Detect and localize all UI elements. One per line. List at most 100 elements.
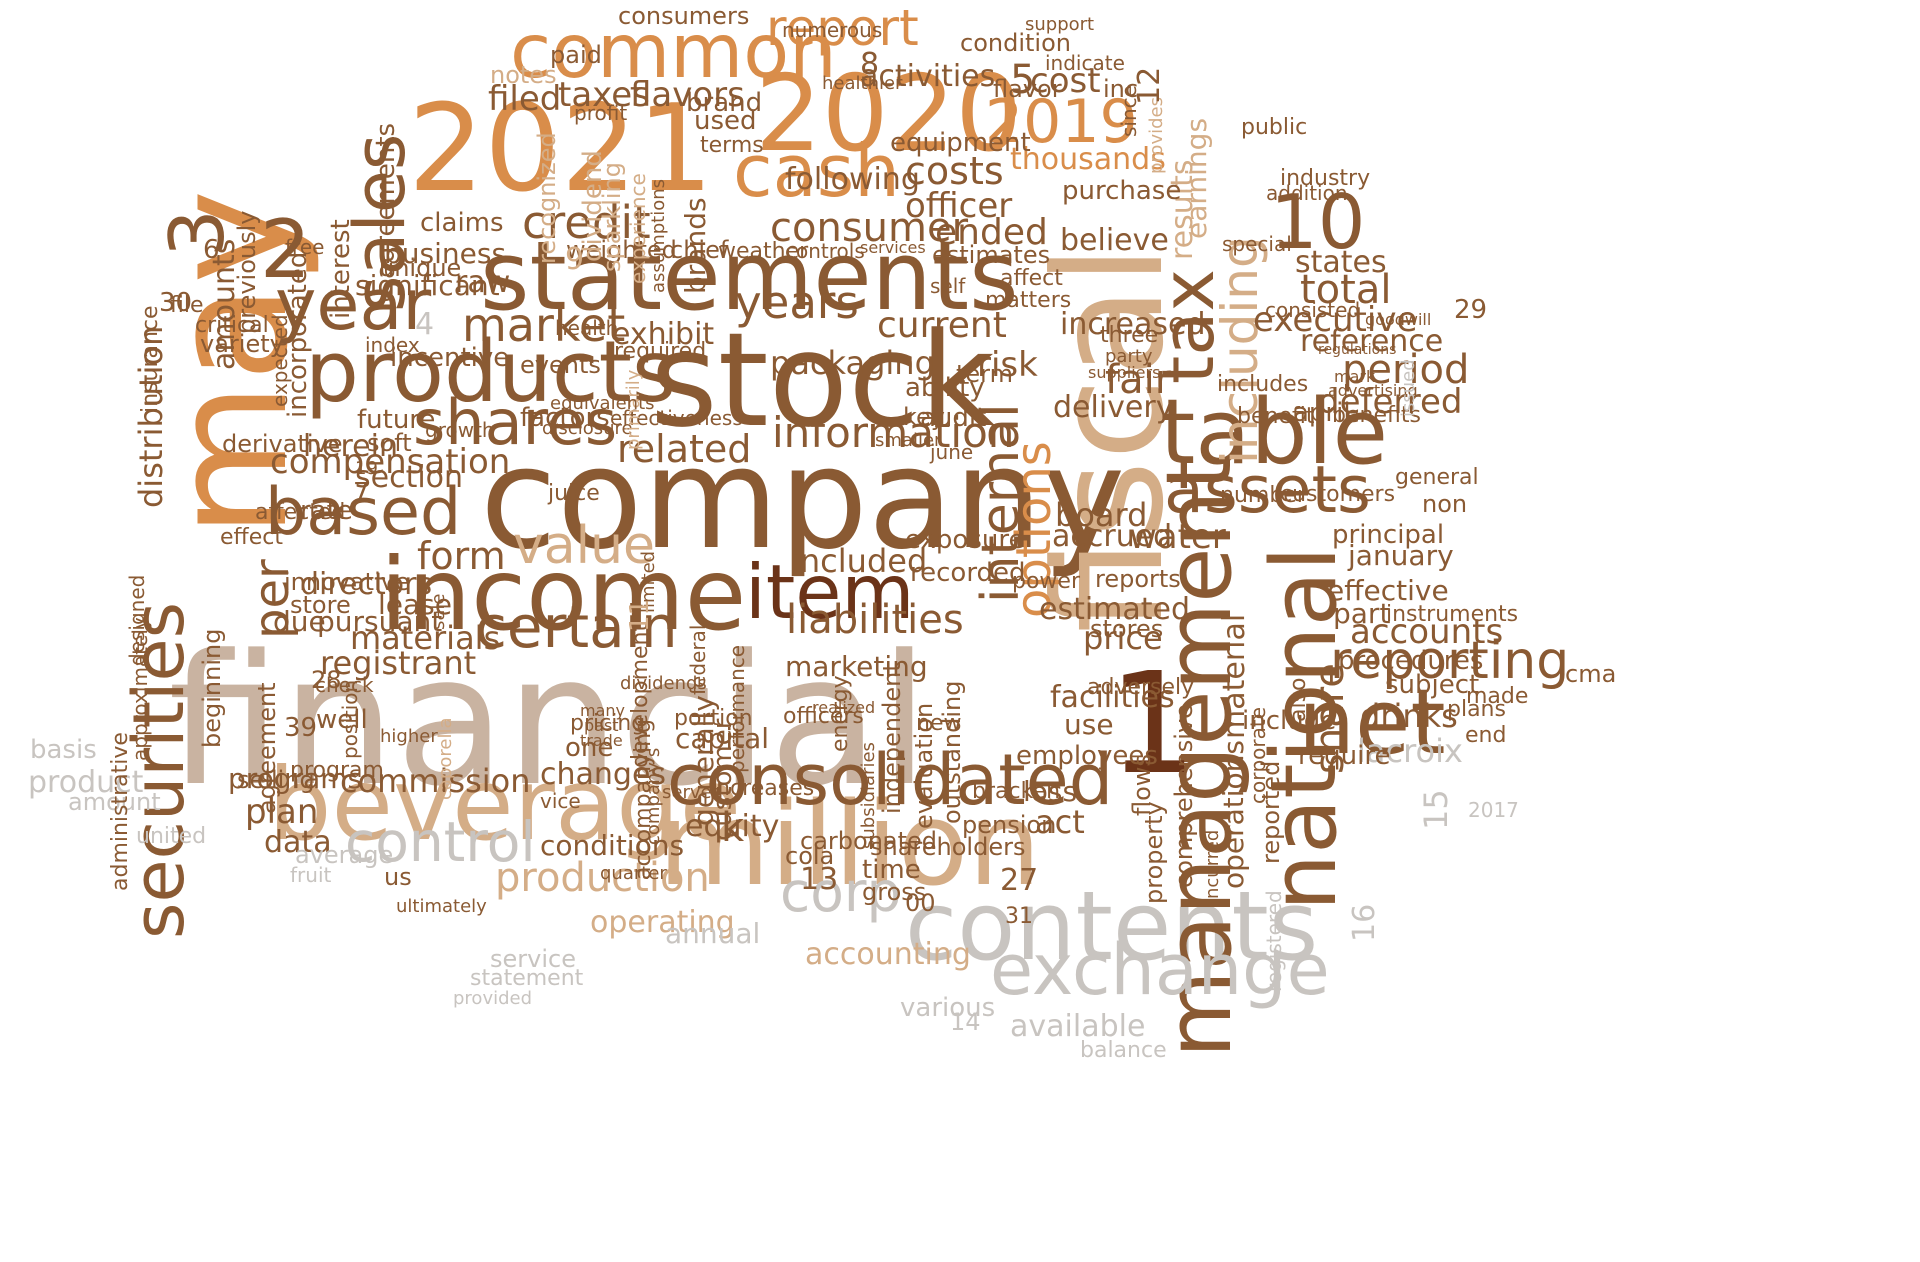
word-pursuant: pursuant (317, 605, 443, 638)
word-available: available (1010, 1009, 1146, 1044)
word-conditions: conditions (540, 829, 685, 862)
word-shares: shares (413, 386, 618, 459)
word-plan: plan (245, 792, 319, 832)
word-provides: provides (1146, 97, 1167, 175)
word-derivative: derivative (222, 430, 343, 458)
word-addition: addition (1266, 181, 1348, 205)
word-y2021: 2021 (408, 80, 714, 219)
word-believe: believe (1060, 223, 1169, 258)
word-amount: amount (68, 788, 161, 816)
word-issued: issued (1398, 359, 1419, 417)
word-weighted: weighted (566, 236, 677, 264)
word-time: time (862, 855, 921, 885)
word-net: net (1298, 670, 1446, 775)
word-compensation: compensation (270, 442, 511, 482)
word-results: results (1165, 159, 1200, 261)
word-materials: materials (350, 619, 501, 657)
word-innovative: innovative (284, 568, 410, 596)
word-general: general (1395, 465, 1479, 490)
word-dividends: dividends (620, 673, 707, 694)
word-information: information (772, 408, 1015, 457)
word-beginning: beginning (198, 628, 226, 748)
word-costs: costs (905, 149, 1004, 193)
word-equity: equity (685, 809, 780, 844)
word-shareholders: shareholders (870, 833, 1026, 861)
word-n11: 11 (625, 599, 655, 633)
word-stock: stock (650, 304, 995, 456)
word-sale: sale (428, 593, 449, 630)
word-inc: inc (1103, 75, 1139, 103)
word-delivery: delivery (1053, 390, 1174, 425)
word-one: one (565, 733, 614, 763)
word-pension: pension (962, 811, 1057, 839)
word-n12: 12 (1132, 67, 1167, 106)
word-advertising: advertising (1328, 381, 1418, 400)
word-part: part (1333, 597, 1391, 630)
word-events: events (520, 351, 601, 379)
word-registered: registered (1262, 890, 1286, 992)
word-liabilities: liabilities (786, 597, 964, 643)
word-n00: 00 (905, 889, 936, 917)
word-june: june (930, 440, 974, 464)
word-fruit: fruit (290, 863, 332, 887)
word-assets: assets (1164, 453, 1371, 528)
word-accounts: accounts (1350, 612, 1504, 652)
word-profit: profit (574, 101, 628, 125)
word-recorded: recorded (910, 558, 1026, 588)
word-effect: effect (220, 525, 283, 550)
word-n2: 2 (260, 203, 311, 296)
word-contents: contents (905, 872, 1319, 982)
word-subsidiaries: subsidiaries (858, 742, 879, 849)
word-free: free (285, 235, 325, 259)
word-states: states (1295, 245, 1387, 280)
word-expected: expected (268, 314, 292, 408)
word-years: years (735, 276, 859, 329)
word-well: well (316, 705, 368, 735)
word-industry: industry (1280, 166, 1371, 191)
word-including: including (1211, 236, 1269, 464)
word-past: past (584, 716, 619, 735)
word-require: require (1298, 741, 1391, 771)
word-facilities: facilities (1050, 680, 1175, 715)
word-consisted: consisted (1265, 298, 1361, 322)
word-taxes: taxes (558, 75, 650, 115)
word-increases: increases (710, 776, 815, 801)
word-marketing: marketing (785, 650, 928, 683)
word-common: common (510, 7, 837, 95)
word-program: program (290, 758, 384, 783)
word-statement: statement (470, 966, 584, 991)
word-certain: certain (475, 593, 678, 661)
word-water: water (1129, 517, 1226, 557)
word-variety: variety (200, 330, 284, 358)
word-registrant: registrant (320, 644, 477, 682)
word-key: key (903, 403, 946, 431)
word-officers: officers (783, 704, 864, 729)
word-notes: notes (490, 61, 557, 89)
word-n16: 16 (1347, 904, 1382, 943)
word-k: k (721, 805, 745, 851)
word-agreement: agreement (253, 682, 281, 814)
word-cola: cola (785, 842, 835, 870)
word-current: current (877, 305, 1007, 346)
word-adversely: adversely (1087, 675, 1195, 700)
word-interest: interest (326, 219, 356, 319)
word-form: form (417, 534, 506, 578)
word-herein: herein (303, 429, 398, 464)
word-directors: directors (300, 567, 433, 602)
word-effectiveness: effectiveness (610, 406, 743, 430)
word-outstanding: outstanding (938, 680, 966, 824)
word-n10: 10 (1270, 178, 1366, 266)
word-service: service (490, 945, 576, 973)
word-corp: corp (780, 860, 902, 924)
word-year: year (275, 264, 432, 346)
word-exhibit: exhibit (612, 317, 715, 352)
word-provided: provided (453, 988, 533, 1009)
word-made: made (1466, 684, 1529, 709)
word-power: power (1012, 569, 1080, 594)
word-reporting: reporting (1330, 631, 1570, 691)
word-n4: 4 (415, 307, 435, 342)
word-cma: cma (1565, 660, 1617, 688)
word-total: total (1300, 267, 1392, 313)
word-estimated: estimated (1039, 592, 1191, 627)
